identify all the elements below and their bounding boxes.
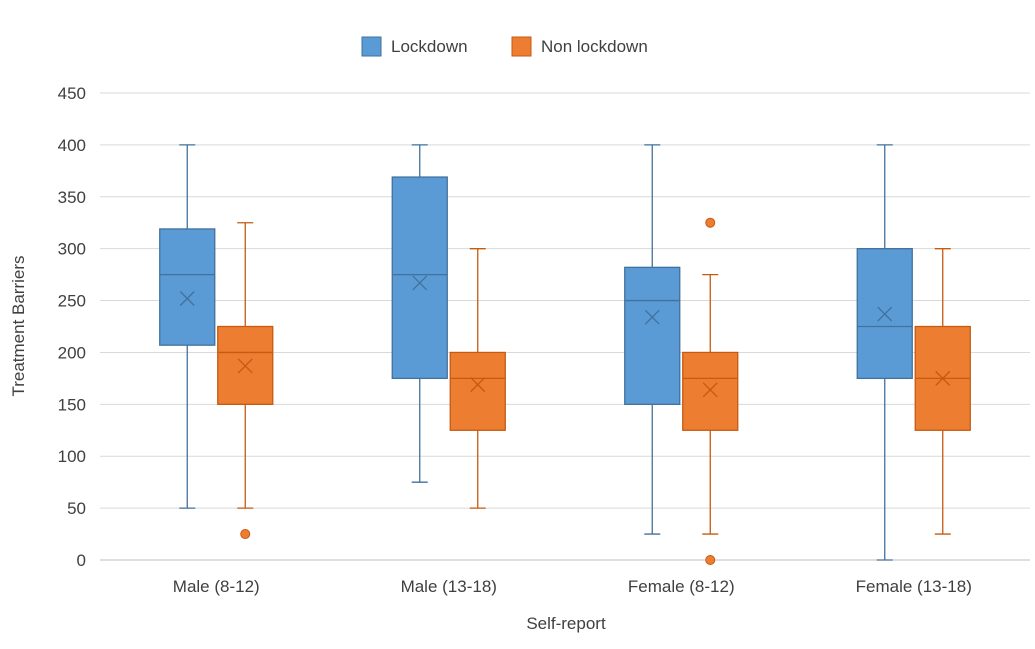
legend: Lockdown Non lockdown <box>361 36 648 57</box>
x-category-label: Female (8-12) <box>628 577 735 596</box>
box-group <box>856 144 913 561</box>
y-tick-label: 250 <box>58 292 86 311</box>
y-tick-label: 200 <box>58 343 86 362</box>
outlier-point <box>705 555 716 565</box>
mean-marker <box>179 291 195 306</box>
y-tick-label: 300 <box>58 240 86 259</box>
box-iqr <box>449 351 506 431</box>
y-tick-label: 150 <box>58 395 86 414</box>
y-axis-title: Treatment Barriers <box>9 255 28 396</box>
box-group <box>449 248 506 509</box>
legend-swatch <box>361 36 382 57</box>
x-axis-title: Self-report <box>526 614 606 633</box>
y-tick-label: 350 <box>58 188 86 207</box>
x-category-label: Female (13-18) <box>856 577 972 596</box>
x-axis-categories: Male (8-12) Male (13-18) Female (8-12) Fema… <box>173 577 972 596</box>
box-iqr <box>159 228 216 346</box>
legend-label: Lockdown <box>391 37 468 56</box>
y-axis-ticks: 0 50 100 150 200 250 300 350 400 450 <box>58 84 86 570</box>
legend-label: Non lockdown <box>541 37 648 56</box>
box-iqr <box>391 176 448 380</box>
box-iqr <box>624 266 681 405</box>
y-tick-label: 450 <box>58 84 86 103</box>
mean-marker <box>237 358 253 374</box>
y-tick-label: 0 <box>77 551 86 570</box>
box-iqr <box>682 351 739 431</box>
mean-marker <box>877 306 893 322</box>
mean-marker <box>412 275 428 291</box>
legend-swatch <box>511 36 532 57</box>
box-group <box>159 144 216 509</box>
box-group <box>391 144 448 483</box>
y-tick-label: 400 <box>58 136 86 155</box>
box-group <box>624 144 681 535</box>
mean-marker <box>644 309 660 325</box>
boxes <box>159 144 971 565</box>
y-tick-label: 100 <box>58 447 86 466</box>
mean-marker <box>702 382 718 398</box>
box-group <box>914 248 971 535</box>
x-category-label: Male (8-12) <box>173 577 260 596</box>
mean-marker <box>470 377 486 393</box>
x-category-label: Male (13-18) <box>401 577 497 596</box>
outlier-point <box>240 529 251 540</box>
outlier-point <box>705 217 716 228</box>
box-group <box>682 217 739 565</box>
y-tick-label: 50 <box>67 499 86 518</box>
box-group <box>217 222 274 540</box>
mean-marker <box>935 370 951 386</box>
